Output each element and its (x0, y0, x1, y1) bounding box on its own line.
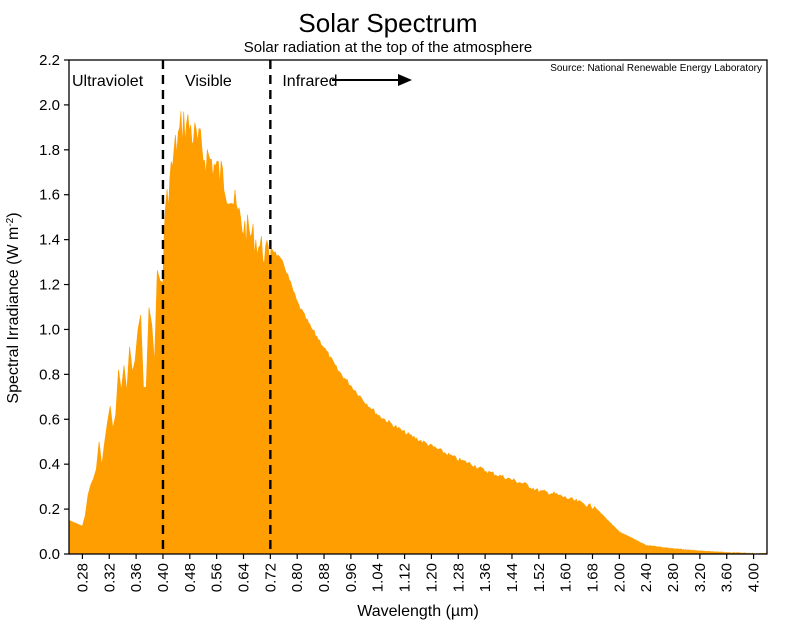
y-tick-label: 1.8 (39, 142, 60, 159)
chart-subtitle: Solar radiation at the top of the atmosp… (244, 39, 533, 56)
y-tick-label: 1.2 (39, 277, 60, 294)
y-tick-label: 2.2 (39, 52, 60, 69)
y-tick-label: 1.6 (39, 187, 60, 204)
region-lines (161, 60, 272, 554)
x-tick-label: 0.80 (289, 563, 306, 592)
x-tick-label: 2.80 (665, 563, 682, 592)
y-tick-label: 0.8 (39, 366, 60, 383)
x-tick-label: 0.56 (209, 563, 226, 592)
x-tick-label: 1.20 (423, 563, 440, 592)
x-tick-label: 3.60 (719, 563, 736, 592)
plot-area (68, 59, 768, 555)
chart-title: Solar Spectrum (298, 8, 477, 38)
x-tick-label: 0.96 (343, 563, 360, 592)
y-tick-label: 1.0 (39, 321, 60, 338)
x-tick-label: 1.60 (558, 563, 575, 592)
y-axis: 0.0 0.2 0.4 0.6 0.8 1.0 1.2 1.4 1.6 1.8 2.0 2.2 (39, 52, 69, 563)
plot-frame (68, 59, 768, 555)
y-axis-label-main: Spectral Irradiance (W m (5, 227, 22, 404)
x-tick-label: 0.64 (236, 563, 253, 592)
y-tick-label: 0.4 (39, 456, 60, 473)
x-tick-label: 1.68 (585, 563, 602, 592)
x-tick-label: 2.40 (638, 563, 655, 592)
y-axis-label-superscript: -2 (5, 217, 16, 226)
region-label-visible: Visible (185, 73, 232, 90)
x-tick-label: 3.20 (692, 563, 709, 592)
y-axis-label-end: ) (5, 212, 22, 217)
infrared-arrow-icon (332, 74, 412, 86)
y-tick-label: 0.6 (39, 411, 60, 428)
spectrum-area (68, 111, 768, 555)
x-tick-label: 0.28 (74, 563, 91, 592)
y-tick-label: 0.2 (39, 501, 60, 518)
region-label-infrared: Infrared (282, 73, 337, 90)
x-axis: 0.28 0.32 0.36 0.40 0.48 0.56 0.64 0.72 0.80 0.88… (74, 554, 763, 592)
x-tick-label: 0.40 (155, 563, 172, 592)
x-tick-label: 1.04 (370, 563, 387, 592)
x-tick-label: 0.32 (101, 563, 118, 592)
x-tick-label: 4.00 (746, 563, 763, 592)
x-tick-label: 1.36 (477, 563, 494, 592)
y-tick-label: 1.4 (39, 232, 60, 249)
x-axis-label: Wavelength (µm) (357, 603, 479, 620)
source-note: Source: National Renewable Energy Labora… (550, 63, 762, 74)
region-labels: Ultraviolet Visible Infrared (72, 73, 337, 90)
y-tick-label: 0.0 (39, 546, 60, 563)
x-tick-label: 0.72 (262, 563, 279, 592)
x-tick-label: 2.00 (611, 563, 628, 592)
x-tick-label: 1.28 (450, 563, 467, 592)
y-tick-label: 2.0 (39, 97, 60, 114)
y-axis-label: Spectral Irradiance (W m-2) (5, 212, 23, 403)
x-tick-label: 0.36 (128, 563, 145, 592)
x-tick-label: 0.48 (182, 563, 199, 592)
x-tick-label: 1.44 (504, 563, 521, 592)
x-tick-label: 1.52 (531, 563, 548, 592)
x-tick-label: 0.88 (316, 563, 333, 592)
region-label-ultraviolet: Ultraviolet (72, 73, 144, 90)
x-tick-label: 1.12 (397, 563, 414, 592)
